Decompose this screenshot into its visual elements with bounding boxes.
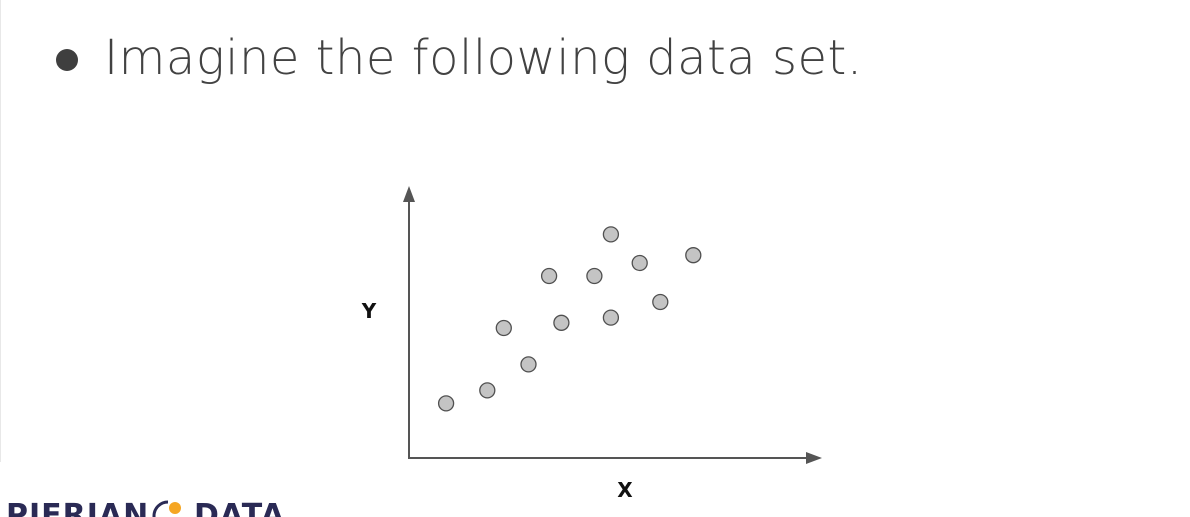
x-axis-label: X <box>617 478 633 502</box>
data-point-7 <box>586 267 603 285</box>
logo-mark-icon <box>152 500 181 517</box>
data-point-1 <box>437 395 455 412</box>
data-point-3 <box>495 319 512 337</box>
bullet-dot-icon <box>56 49 78 71</box>
x-axis-arrow-icon <box>806 452 822 464</box>
bullet-text: Imagine the following data set. <box>104 30 863 86</box>
plot-axes <box>403 186 822 464</box>
y-axis-label: Y <box>361 299 377 323</box>
data-point-6 <box>553 314 570 331</box>
data-point-11 <box>652 293 669 311</box>
data-point-5 <box>540 267 558 285</box>
data-point-9 <box>602 226 620 243</box>
bullet-point: Imagine the following data set. <box>56 24 863 92</box>
pierian-data-logo: PIERIAN DATA <box>0 494 290 517</box>
data-point-4 <box>520 356 537 373</box>
data-point-2 <box>479 382 496 399</box>
logo-text-right: DATA <box>194 498 286 517</box>
logo-text-left: PIERIAN <box>6 498 150 517</box>
data-point-8 <box>602 309 620 326</box>
data-point-10 <box>631 254 648 272</box>
slide-edge-line <box>0 0 1 462</box>
data-points <box>437 226 702 412</box>
y-axis-arrow-icon <box>403 186 415 202</box>
data-point-12 <box>685 247 702 264</box>
